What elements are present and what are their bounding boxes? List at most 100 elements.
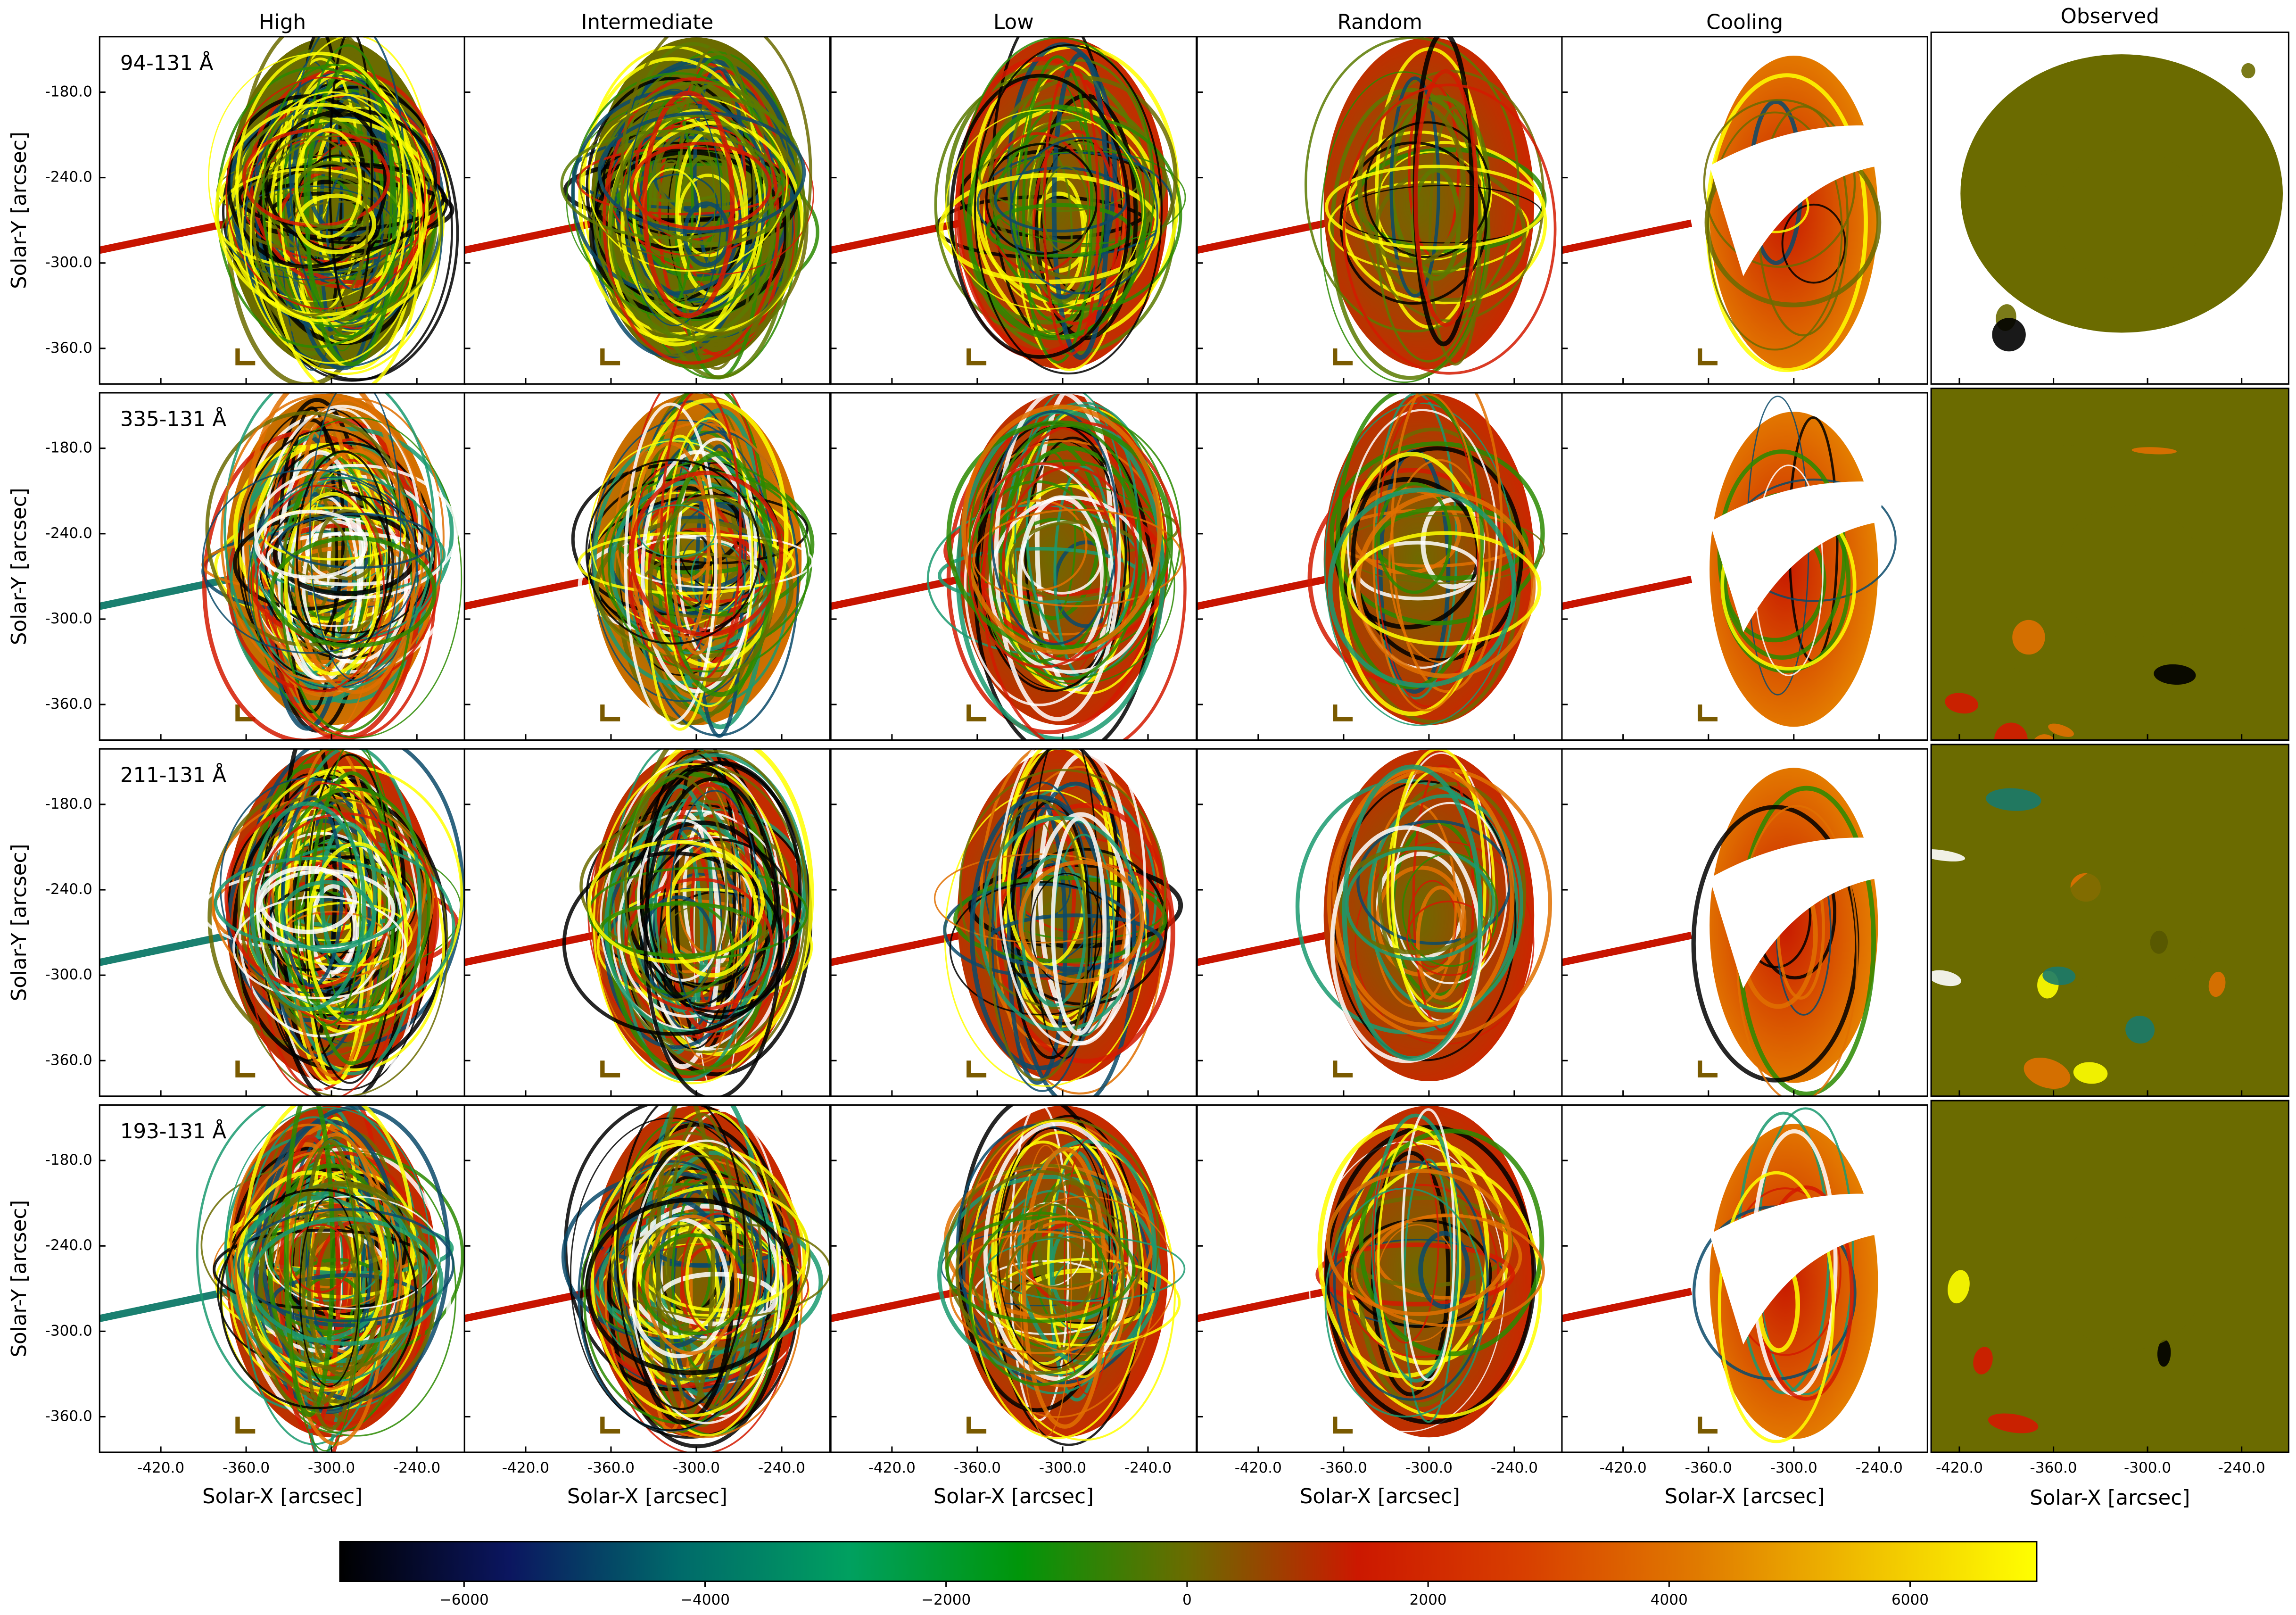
y-axis-label: Solar-Y [arcsec] — [8, 132, 31, 289]
observed-feature — [1547, 1486, 1600, 1549]
loop-strand — [249, 801, 366, 1011]
observed-feature — [526, 1598, 572, 1615]
loop-strand — [624, 775, 727, 1001]
observed-feature — [471, 1476, 499, 1501]
loop-strand — [968, 462, 1118, 669]
observed-feature — [2092, 1552, 2108, 1569]
loop-strand — [946, 420, 1172, 651]
colorbar-tick-label: −6000 — [439, 1591, 489, 1608]
observed-feature — [29, 1001, 71, 1036]
colorbar-tick-label: 4000 — [1651, 1591, 1688, 1608]
observed-feature — [850, 1593, 884, 1615]
loop-strand — [597, 111, 806, 233]
observed-panel — [29, 744, 2289, 1615]
observed-core — [2056, 861, 2203, 994]
column-title: Intermediate — [581, 10, 714, 34]
y-tick-label: -300.0 — [45, 254, 92, 271]
y-tick-label: -240.0 — [45, 169, 92, 186]
loop-strand — [1305, 36, 1520, 333]
loop-strand — [629, 471, 784, 637]
observed-core — [2056, 149, 2203, 282]
x-axis-label: Solar-X [arcsec] — [202, 1485, 363, 1508]
observed-feature — [1077, 1604, 1096, 1615]
loop-strand — [969, 795, 1110, 1070]
loop-strand — [1781, 203, 1846, 284]
simulation-panel — [1197, 392, 1563, 740]
loop-strand — [220, 394, 426, 683]
loop-strand — [966, 104, 1147, 340]
y-tick-label: -240.0 — [45, 525, 92, 542]
y-tick-label: -360.0 — [45, 340, 92, 356]
panel-frame — [1561, 392, 1928, 741]
x-axis-label: Solar-X [arcsec] — [1665, 1485, 1825, 1508]
loop-strand — [249, 1217, 444, 1346]
footpoint — [1333, 1060, 1353, 1078]
loop-strand — [1042, 166, 1090, 253]
x-tick-label: -420.0 — [1600, 1459, 1647, 1476]
observed-feature — [1931, 849, 1966, 861]
loop-strand — [1326, 1168, 1512, 1316]
loop-strand — [943, 882, 1137, 978]
loop-strand — [945, 1216, 1136, 1323]
loop-tail — [831, 575, 961, 610]
observed-feature — [215, 1593, 245, 1615]
observed-feature — [2023, 1057, 2071, 1089]
x-tick-label: -360.0 — [1320, 1459, 1367, 1476]
loop-strand — [608, 460, 809, 673]
loop-strand — [986, 913, 1164, 971]
y-tick-label: -180.0 — [45, 83, 92, 100]
simulation-panel — [464, 36, 830, 384]
loop-strand — [988, 799, 1089, 1081]
loop-strand — [294, 449, 416, 694]
loop-strand — [1324, 1187, 1486, 1418]
loop-strand — [256, 484, 385, 692]
loop-strand — [560, 129, 781, 240]
loop-strand — [645, 1214, 738, 1355]
simulation-panel — [464, 1105, 830, 1452]
loop-strand — [290, 1146, 360, 1451]
loop-strand — [1718, 1171, 1835, 1443]
row-label: 94-131 Å — [120, 51, 214, 75]
loop-strand — [1418, 1231, 1470, 1309]
footpoint — [1333, 1416, 1353, 1434]
loop-strand — [252, 135, 369, 316]
simulation-panel — [99, 36, 465, 384]
observed-feature — [2025, 174, 2065, 207]
observed-feature — [55, 1194, 74, 1212]
loop-strand — [973, 509, 1183, 607]
loop-tail — [831, 1288, 961, 1322]
observed-feature — [0, 1022, 25, 1051]
x-tick-label: -300.0 — [1405, 1459, 1453, 1476]
loop-strand — [1343, 1162, 1542, 1418]
loop-strand — [1009, 136, 1159, 295]
observed-feature — [326, 1592, 360, 1610]
observed-feature — [555, 1592, 580, 1615]
observed-panel — [326, 32, 2289, 1610]
loop-strand — [685, 1217, 759, 1340]
loop-strand — [279, 513, 435, 569]
loop-strand — [681, 1212, 757, 1337]
observed-feature — [593, 1589, 611, 1610]
y-tick-label: -360.0 — [45, 1408, 92, 1425]
column-title: Low — [993, 10, 1034, 34]
loop-strand — [585, 459, 761, 645]
loop-strand — [1364, 121, 1491, 258]
observed-feature — [1732, 1607, 1764, 1615]
panel-frame — [1930, 388, 2290, 741]
x-axis-label: Solar-X [arcsec] — [2030, 1486, 2190, 1510]
panel-frame — [1930, 31, 2290, 385]
white-gap — [1710, 1193, 1887, 1345]
x-tick-label: -240.0 — [393, 1459, 440, 1476]
x-tick-label: -240.0 — [1856, 1459, 1903, 1476]
loop-strand — [945, 109, 1144, 310]
loop-strand — [1390, 392, 1503, 693]
x-axis-label: Solar-X [arcsec] — [1300, 1485, 1460, 1508]
loop-tail — [1197, 219, 1328, 254]
x-tick-label: -300.0 — [308, 1459, 355, 1476]
footpoint — [235, 348, 256, 365]
panel-frame — [1930, 1100, 2290, 1453]
loop-tail — [1561, 1288, 1693, 1322]
loop-strand — [1028, 136, 1097, 304]
loop-strand — [630, 1139, 782, 1425]
simulation-panel — [831, 392, 1197, 740]
